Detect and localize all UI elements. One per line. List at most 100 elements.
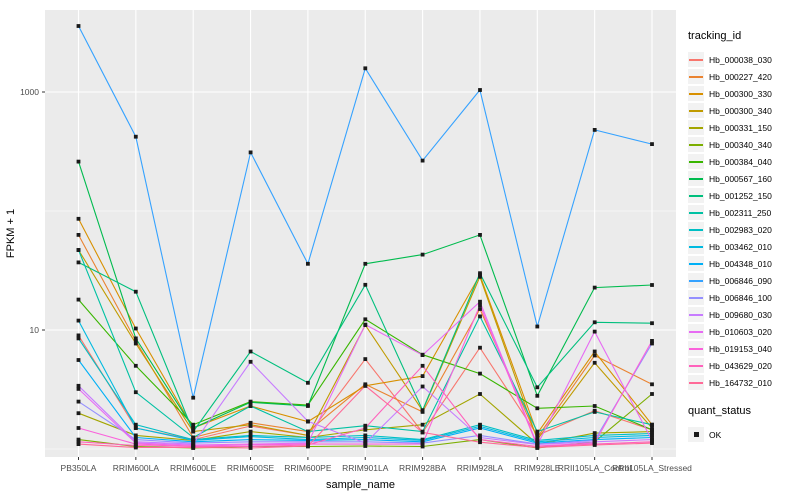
data-point — [76, 411, 81, 416]
legend-item: Hb_009680_030 — [688, 306, 798, 323]
x-tick-label: RRII105LA_Stressed — [612, 463, 692, 473]
data-point — [363, 322, 368, 327]
data-point — [76, 159, 81, 164]
legend-key — [688, 137, 704, 152]
data-point — [592, 329, 597, 334]
data-point — [191, 422, 196, 427]
legend-key — [688, 273, 704, 288]
data-point — [478, 426, 482, 430]
legend-item: Hb_004348_010 — [688, 255, 798, 272]
data-point — [478, 314, 482, 319]
x-tick-label: RRIM600PE — [284, 463, 332, 473]
data-point — [248, 349, 253, 354]
data-point — [650, 321, 654, 326]
data-point — [592, 404, 597, 408]
legend-item: Hb_006846_100 — [688, 289, 798, 306]
series-color-line-icon — [689, 364, 703, 367]
x-tick-label: RRIM600SE — [227, 463, 275, 473]
legend-item-label: Hb_000331_150 — [709, 122, 772, 133]
data-point — [133, 289, 138, 294]
data-point — [363, 433, 368, 438]
series-color-line-icon — [689, 75, 703, 78]
data-point — [478, 274, 482, 279]
legend-key — [688, 307, 704, 322]
data-point — [420, 444, 425, 449]
data-point — [535, 406, 540, 411]
data-point — [650, 427, 654, 432]
series-color-line-icon — [689, 177, 703, 180]
legend-item: Hb_003462_010 — [688, 238, 798, 255]
data-point — [248, 150, 253, 155]
legend-item: Hb_019153_040 — [688, 340, 798, 357]
data-point — [76, 387, 81, 391]
data-point — [420, 384, 425, 389]
legend-item: Hb_000384_040 — [688, 153, 798, 170]
series-color-line-icon — [689, 211, 703, 214]
legend-item-label: Hb_009680_030 — [709, 309, 772, 320]
data-point — [306, 419, 310, 424]
data-point — [478, 437, 482, 442]
data-point — [650, 433, 654, 438]
data-point — [248, 400, 253, 405]
legend-item: Hb_000567_160 — [688, 170, 798, 187]
data-point — [133, 134, 138, 139]
data-point — [76, 297, 81, 302]
legend-key — [688, 324, 704, 339]
legend-item-label: Hb_000227_420 — [709, 71, 772, 82]
data-point — [76, 439, 81, 444]
legend-item: Hb_010603_020 — [688, 323, 798, 340]
data-point — [306, 380, 310, 385]
data-point — [478, 299, 482, 304]
data-point — [76, 233, 81, 237]
legend-item-label: Hb_000300_330 — [709, 88, 772, 99]
quant-status-title: quant_status — [688, 405, 751, 417]
data-point — [133, 422, 138, 427]
y-tick-label: 1000 — [20, 87, 39, 97]
x-axis-title: sample_name — [326, 479, 395, 491]
data-point — [478, 371, 482, 376]
legend-item-label: Hb_000340_340 — [709, 139, 772, 150]
data-point — [535, 445, 540, 450]
data-point — [191, 395, 196, 400]
legend-key — [688, 358, 704, 373]
data-point — [650, 441, 654, 445]
legend-key — [688, 171, 704, 186]
x-tick-label: RRIM600LE — [170, 463, 217, 473]
legend-title: tracking_id — [688, 30, 742, 42]
data-point — [363, 437, 368, 442]
legend-key — [688, 154, 704, 169]
data-point — [420, 363, 425, 368]
data-point — [133, 336, 138, 341]
series-color-line-icon — [689, 330, 703, 333]
data-point — [76, 260, 81, 265]
data-point — [248, 439, 253, 444]
legend-key — [688, 188, 704, 203]
data-point — [478, 303, 482, 307]
series-color-line-icon — [689, 109, 703, 112]
series-color-line-icon — [689, 92, 703, 95]
legend-item: Hb_002311_250 — [688, 204, 798, 221]
data-point — [363, 435, 368, 440]
legend-key — [688, 256, 704, 271]
x-tick-label: RRIM901LA — [342, 463, 389, 473]
x-tick-label: RRIM600LA — [113, 463, 160, 473]
data-point — [248, 446, 253, 450]
data-point — [592, 353, 597, 358]
legend-item-label: Hb_004348_010 — [709, 258, 772, 269]
data-point — [478, 433, 482, 438]
data-point — [363, 261, 368, 266]
data-point — [133, 339, 138, 343]
data-point — [650, 382, 654, 387]
data-point — [76, 437, 81, 442]
data-point — [248, 429, 253, 434]
data-point — [363, 357, 368, 361]
legend-item-label: Hb_002983_020 — [709, 224, 772, 235]
legend-item: Hb_000340_340 — [688, 136, 798, 153]
data-point — [592, 431, 597, 435]
series-color-line-icon — [689, 296, 703, 299]
legend-item: Hb_043629_020 — [688, 357, 798, 374]
data-point — [420, 252, 425, 257]
quant-status-legend: quant_status OK — [688, 405, 798, 443]
data-point — [76, 24, 81, 28]
